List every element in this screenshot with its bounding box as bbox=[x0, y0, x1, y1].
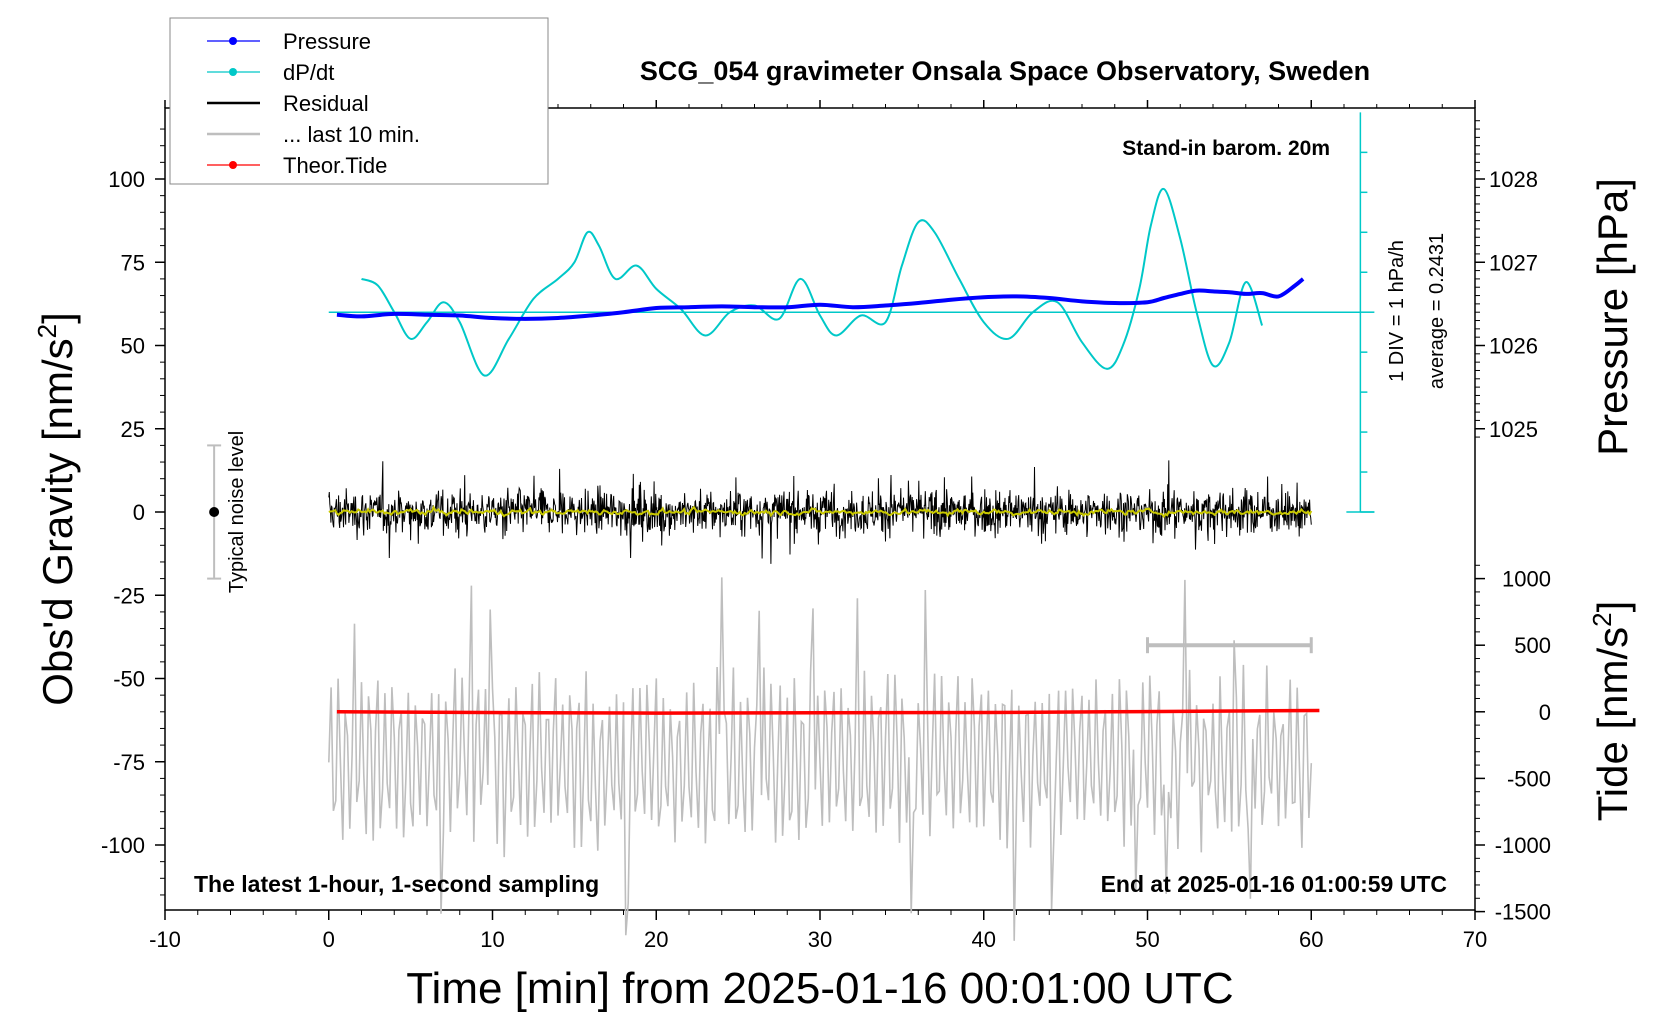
div-scale-label: 1 DIV = 1 hPa/h bbox=[1386, 240, 1408, 382]
legend-label: Theor.Tide bbox=[283, 153, 387, 178]
last10-line bbox=[328, 577, 1313, 941]
chart-title: SCG_054 gravimeter Onsala Space Observat… bbox=[640, 56, 1370, 86]
last10-bar bbox=[1146, 637, 1313, 654]
tide-tick-label: 500 bbox=[1514, 633, 1551, 658]
residual-line bbox=[328, 460, 1312, 564]
legend-label: dP/dt bbox=[283, 60, 334, 85]
x-tick-label: 40 bbox=[972, 927, 996, 952]
noise-bar-dot bbox=[209, 507, 220, 517]
noise-level-label: Typical noise level bbox=[226, 431, 248, 593]
pressure-series bbox=[336, 277, 1305, 321]
y-axis-left: 100 75 50 25 0 -25 -50 -75 -100 bbox=[101, 128, 165, 896]
bottom-left-label: The latest 1-hour, 1-second sampling bbox=[194, 871, 599, 897]
y-tick-label: 75 bbox=[121, 250, 145, 275]
tide-tick-label: -1500 bbox=[1495, 900, 1551, 925]
residual-series bbox=[328, 460, 1312, 564]
x-tick-label: 60 bbox=[1299, 927, 1323, 952]
x-tick-label: 20 bbox=[644, 927, 668, 952]
noise-level-bar bbox=[207, 444, 222, 580]
pressure-line bbox=[336, 277, 1305, 321]
y-axis-left-label: Obs'd Gravity [nm/s2] bbox=[32, 312, 81, 706]
tide-tick-label: 0 bbox=[1539, 700, 1551, 725]
legend-marker bbox=[229, 68, 237, 76]
legend: Pressure dP/dt Residual ... last 10 min. The… bbox=[169, 17, 549, 185]
x-axis-label: Time [min] from 2025-01-16 00:01:00 UTC bbox=[406, 964, 1233, 1013]
x-axis: -10 0 10 20 30 40 50 60 70 bbox=[149, 100, 1487, 952]
dpdt-line bbox=[361, 188, 1264, 377]
y-tick-label: 0 bbox=[133, 500, 145, 525]
filtered-residual-series bbox=[328, 504, 1313, 519]
y-axis-right-top-label: Pressure [hPa] bbox=[1589, 178, 1636, 456]
pressure-tick-label: 1025 bbox=[1489, 417, 1538, 442]
dpdt-scale bbox=[1346, 112, 1375, 513]
x-tick-label: 10 bbox=[480, 927, 504, 952]
y-tick-label: -50 bbox=[113, 667, 145, 692]
x-tick-label: -10 bbox=[149, 927, 181, 952]
y-tick-label: -100 bbox=[101, 833, 145, 858]
x-tick-label: 70 bbox=[1463, 927, 1487, 952]
y-tick-label: -75 bbox=[113, 750, 145, 775]
last10-series bbox=[328, 577, 1313, 941]
legend-label: Residual bbox=[283, 91, 369, 116]
dpdt-series bbox=[328, 188, 1361, 377]
tide-line bbox=[336, 708, 1320, 715]
legend-marker bbox=[229, 161, 237, 169]
pressure-tick-label: 1027 bbox=[1489, 250, 1538, 275]
standin-label: Stand-in barom. 20m bbox=[1122, 137, 1330, 160]
y-tick-label: -25 bbox=[113, 583, 145, 608]
legend-label: Pressure bbox=[283, 29, 371, 54]
filtered-residual-line bbox=[328, 504, 1313, 519]
y-axis-right-bottom-label: Tide [nm/s2] bbox=[1587, 601, 1636, 822]
y-tick-label: 50 bbox=[121, 334, 145, 359]
average-label: average = 0.2431 bbox=[1426, 233, 1448, 389]
y-tick-label: 100 bbox=[108, 167, 145, 192]
tide-tick-label: -500 bbox=[1507, 766, 1551, 791]
tide-tick-label: 1000 bbox=[1502, 567, 1551, 592]
x-tick-label: 50 bbox=[1135, 927, 1159, 952]
pressure-tick-label: 1026 bbox=[1489, 334, 1538, 359]
x-tick-label: 0 bbox=[323, 927, 335, 952]
pressure-tick-label: 1028 bbox=[1489, 167, 1538, 192]
bottom-right-label: End at 2025-01-16 01:00:59 UTC bbox=[1101, 871, 1447, 897]
y-axis-right: 1028 1027 1026 1025 1000 500 0 -500 -1000 -1500 bbox=[1475, 120, 1551, 925]
legend-box bbox=[169, 17, 549, 185]
tide-series bbox=[336, 708, 1320, 715]
x-tick-label: 30 bbox=[808, 927, 832, 952]
legend-marker bbox=[229, 37, 237, 45]
y-tick-label: 25 bbox=[121, 417, 145, 442]
tide-tick-label: -1000 bbox=[1495, 833, 1551, 858]
legend-label: ... last 10 min. bbox=[283, 122, 420, 147]
